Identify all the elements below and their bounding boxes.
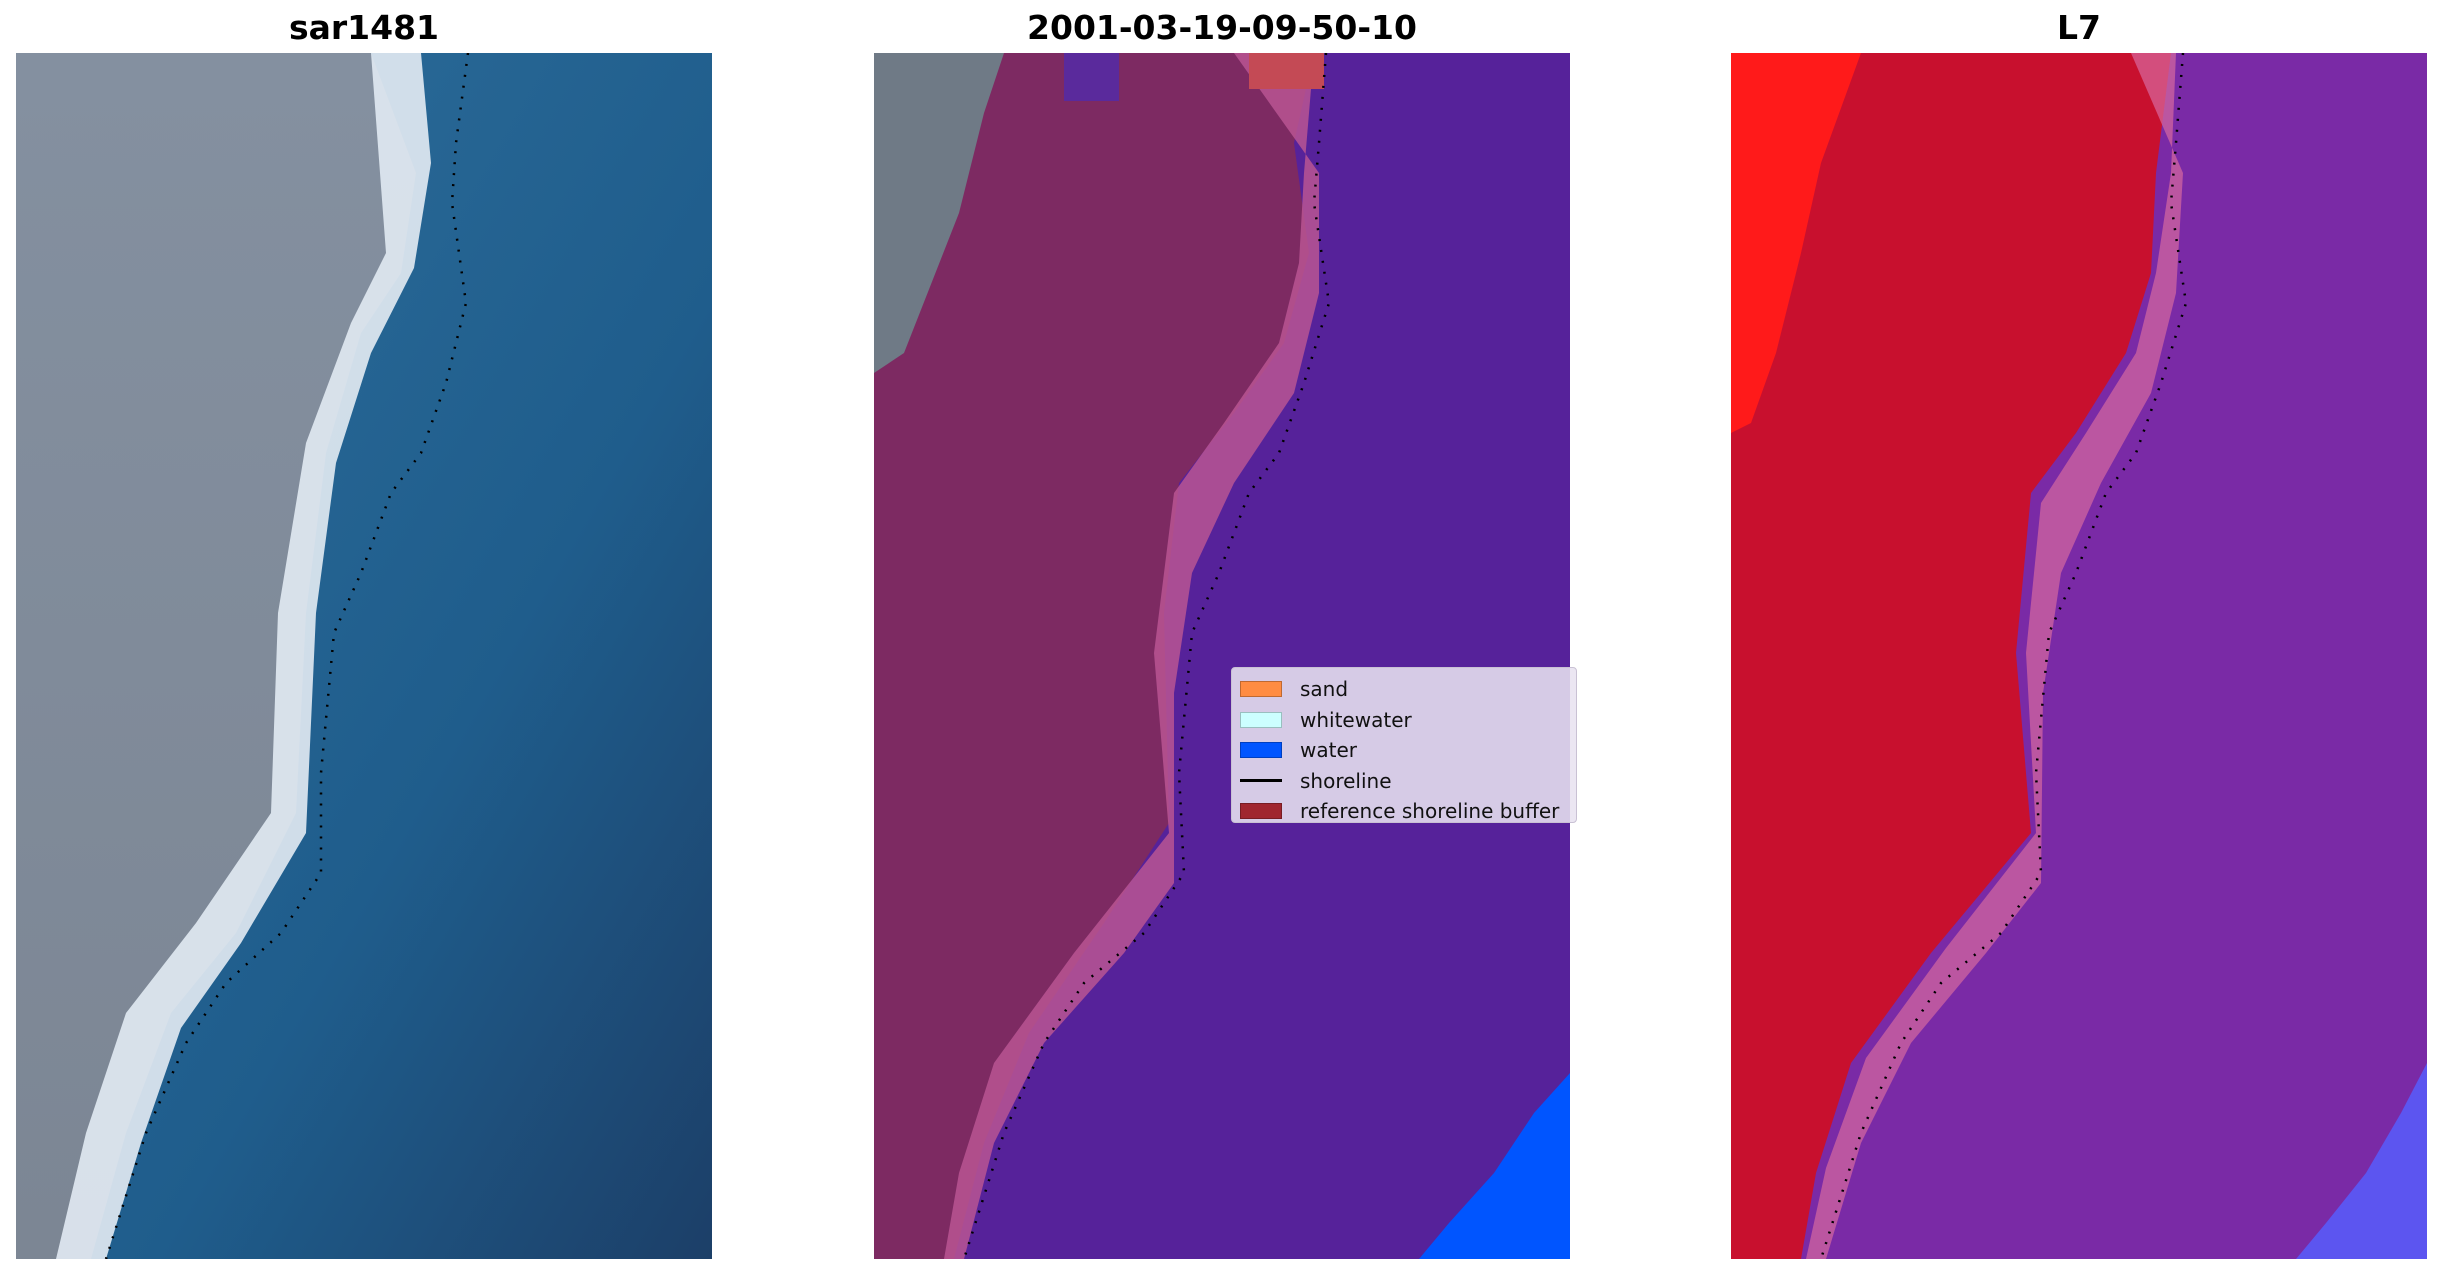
classified-image bbox=[874, 53, 1570, 1259]
legend-item-whitewater: whitewater bbox=[1240, 705, 1568, 736]
unclassified-gray-area bbox=[874, 53, 1004, 373]
legend-swatch bbox=[1240, 803, 1282, 820]
index-image bbox=[1731, 53, 2427, 1259]
legend-item-sand: sand bbox=[1240, 674, 1568, 705]
land-area bbox=[16, 53, 416, 1259]
reference-buffer-patch bbox=[1249, 53, 1324, 89]
legend-label: sand bbox=[1300, 677, 1349, 702]
legend-item-shoreline: shoreline bbox=[1240, 766, 1568, 797]
legend-label: shoreline bbox=[1300, 768, 1392, 793]
transition-band bbox=[1806, 53, 2183, 1259]
water-patch bbox=[1064, 53, 1119, 101]
legend-label: whitewater bbox=[1300, 707, 1412, 732]
legend: sand whitewater water shoreline referenc… bbox=[1231, 667, 1577, 823]
blue-index-area bbox=[2296, 1063, 2427, 1259]
legend-swatch bbox=[1240, 711, 1282, 728]
whitewater-band bbox=[56, 53, 431, 1259]
panel-title: sar1481 bbox=[288, 8, 440, 47]
legend-item-water: water bbox=[1240, 735, 1568, 766]
legend-swatch bbox=[1240, 681, 1282, 698]
legend-label: water bbox=[1300, 738, 1357, 763]
water-blue-area bbox=[1419, 1073, 1570, 1259]
bright-red-area bbox=[1731, 53, 1861, 433]
satellite-rgb-image bbox=[16, 53, 712, 1259]
panel-title: L7 bbox=[2057, 8, 2101, 47]
legend-swatch bbox=[1240, 779, 1282, 783]
legend-swatch bbox=[1240, 742, 1282, 759]
land-index-area bbox=[1731, 53, 2171, 1259]
legend-item-reference-shoreline-buffer: reference shoreline buffer bbox=[1240, 796, 1568, 827]
land-class-area bbox=[874, 53, 1314, 1259]
panel-title: 2001-03-19-09-50-10 bbox=[1027, 8, 1417, 47]
shoreline-buffer-band bbox=[944, 53, 1319, 1259]
legend-label: reference shoreline buffer bbox=[1300, 799, 1560, 824]
